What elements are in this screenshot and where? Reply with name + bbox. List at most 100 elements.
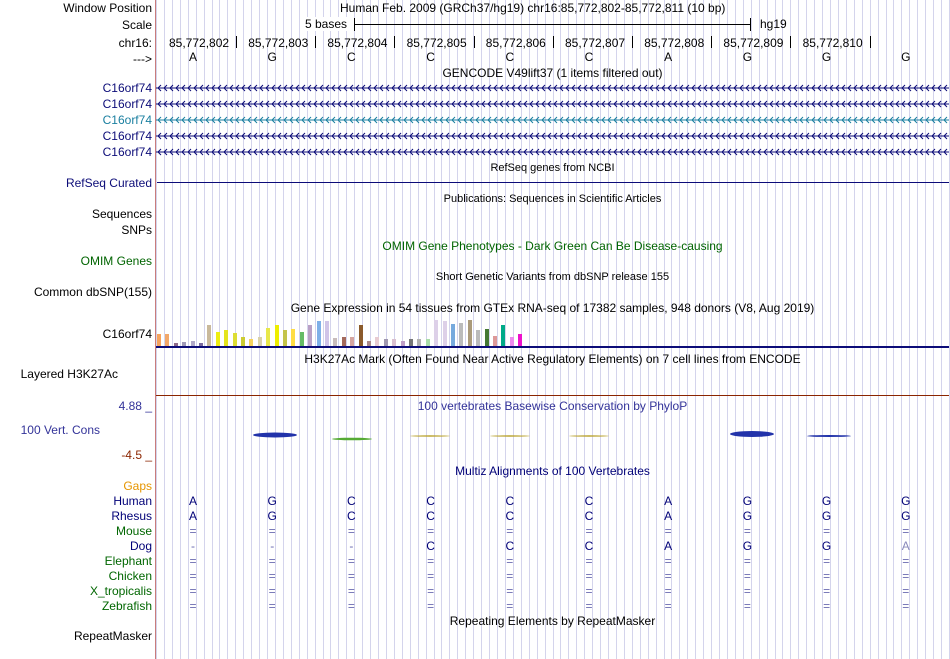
gtex-tissue-bar[interactable] bbox=[400, 341, 405, 346]
gtex-tissue-bar[interactable] bbox=[509, 337, 514, 346]
publications-track-title[interactable]: Publications: Sequences in Scientific Ar… bbox=[443, 193, 662, 205]
ruler-position: 85,772,802 bbox=[169, 36, 230, 50]
gtex-tissue-bar[interactable] bbox=[367, 341, 371, 346]
gtex-tissue-bar[interactable] bbox=[207, 325, 212, 346]
gtex-tissue-bar[interactable] bbox=[484, 329, 489, 346]
gencode-transcript[interactable] bbox=[156, 98, 949, 110]
gencode-transcript[interactable] bbox=[156, 130, 949, 142]
gtex-tissue-bar[interactable] bbox=[157, 334, 161, 346]
omim-track-title[interactable]: OMIM Gene Phenotypes - Dark Green Can Be… bbox=[382, 239, 723, 253]
gencode-transcript[interactable] bbox=[156, 146, 949, 158]
gtex-tissue-bar[interactable] bbox=[173, 343, 178, 346]
omim-label[interactable]: OMIM Genes bbox=[80, 254, 152, 268]
gtex-tissue-bar[interactable] bbox=[467, 320, 472, 346]
strand-arrow bbox=[175, 100, 180, 108]
dbsnp-label[interactable]: Common dbSNP(155) bbox=[33, 285, 152, 299]
gencode-item-label[interactable]: C16orf74 bbox=[102, 97, 152, 111]
h3k27ac-track-title[interactable]: H3K27Ac Mark (Often Found Near Active Re… bbox=[304, 352, 801, 366]
gencode-item-label[interactable]: C16orf74 bbox=[102, 145, 152, 159]
species-label-chicken[interactable]: Chicken bbox=[108, 569, 152, 583]
species-label-dog[interactable]: Dog bbox=[129, 539, 152, 553]
gtex-tissue-bar[interactable] bbox=[308, 325, 313, 346]
gtex-tissue-bar[interactable] bbox=[215, 332, 220, 346]
grid-line bbox=[323, 0, 324, 659]
gtex-tissue-bar[interactable] bbox=[241, 337, 245, 346]
dbsnp-track-title[interactable]: Short Genetic Variants from dbSNP releas… bbox=[435, 271, 670, 283]
gencode-item-label[interactable]: C16orf74 bbox=[102, 113, 152, 127]
strand-arrow bbox=[937, 132, 942, 140]
gtex-tissue-bar[interactable] bbox=[299, 332, 304, 346]
gtex-tissue-bar[interactable] bbox=[442, 321, 447, 346]
species-label-human[interactable]: Human bbox=[113, 494, 152, 508]
gaps-label[interactable]: Gaps bbox=[123, 479, 152, 493]
strand-arrow bbox=[715, 148, 720, 156]
gtex-tissue-bar[interactable] bbox=[266, 328, 271, 346]
gencode-item-label[interactable]: C16orf74 bbox=[102, 81, 152, 95]
refseq-track-title[interactable]: RefSeq genes from NCBI bbox=[490, 162, 615, 174]
strand-arrow bbox=[679, 100, 684, 108]
gencode-item-label[interactable]: C16orf74 bbox=[102, 129, 152, 143]
gtex-tissue-bar[interactable] bbox=[459, 323, 464, 346]
phylop-conservation-logo[interactable] bbox=[156, 422, 949, 452]
gtex-tissue-bar[interactable] bbox=[392, 339, 397, 346]
gtex-tissue-bar[interactable] bbox=[325, 321, 329, 346]
sequences-label[interactable]: Sequences bbox=[91, 207, 152, 221]
gtex-tissue-bar[interactable] bbox=[199, 343, 203, 346]
refseq-gene-line[interactable] bbox=[157, 182, 949, 183]
gtex-tissue-bar[interactable] bbox=[375, 337, 380, 346]
gtex-tissue-bar[interactable] bbox=[434, 320, 439, 346]
gtex-tissue-bar[interactable] bbox=[451, 324, 455, 346]
species-label-mouse[interactable]: Mouse bbox=[115, 524, 152, 538]
refseq-label[interactable]: RefSeq Curated bbox=[65, 176, 152, 190]
strand-arrow bbox=[931, 100, 936, 108]
alignment-base-zebrafish: = bbox=[268, 599, 276, 613]
strand-arrow bbox=[409, 148, 414, 156]
phylop-track-title[interactable]: 100 vertebrates Basewise Conservation by… bbox=[417, 399, 688, 413]
gtex-tissue-bar[interactable] bbox=[350, 337, 355, 346]
strand-arrow bbox=[391, 116, 396, 124]
gtex-tissue-bar[interactable] bbox=[257, 337, 262, 346]
gtex-tissue-bar[interactable] bbox=[165, 334, 170, 346]
gtex-tissue-bar[interactable] bbox=[493, 336, 497, 346]
gtex-tissue-bar[interactable] bbox=[501, 325, 506, 346]
strand-arrow bbox=[679, 84, 684, 92]
gencode-track-title[interactable]: GENCODE V49lift37 (1 items filtered out) bbox=[442, 66, 663, 80]
species-label-rhesus[interactable]: Rhesus bbox=[111, 509, 152, 523]
gtex-bar-chart[interactable] bbox=[156, 318, 536, 346]
gtex-tissue-bar[interactable] bbox=[476, 330, 481, 346]
gtex-tissue-bar[interactable] bbox=[358, 325, 363, 346]
strand-arrow bbox=[487, 84, 492, 92]
cons-label[interactable]: 100 Vert. Cons bbox=[20, 423, 100, 437]
gtex-tissue-bar[interactable] bbox=[274, 325, 279, 346]
species-label-elephant[interactable]: Elephant bbox=[104, 554, 152, 568]
alignment-base-xtropicalis: = bbox=[268, 584, 276, 598]
snps-label[interactable]: SNPs bbox=[121, 223, 152, 237]
gtex-tissue-bar[interactable] bbox=[316, 321, 321, 346]
gtex-track-title[interactable]: Gene Expression in 54 tissues from GTEx … bbox=[290, 301, 815, 315]
h3k27ac-label[interactable]: Layered H3K27Ac bbox=[20, 367, 118, 381]
gtex-tissue-bar[interactable] bbox=[190, 341, 195, 346]
strand-arrow bbox=[553, 84, 558, 92]
repeatmasker-label[interactable]: RepeatMasker bbox=[73, 629, 152, 643]
gencode-transcript[interactable] bbox=[156, 82, 949, 94]
repeatmasker-track-title[interactable]: Repeating Elements by RepeatMasker bbox=[449, 614, 656, 628]
gtex-tissue-bar[interactable] bbox=[291, 329, 296, 346]
species-label-xtropicalis[interactable]: X_tropicalis bbox=[89, 584, 152, 598]
species-label-zebrafish[interactable]: Zebrafish bbox=[101, 599, 152, 613]
gtex-tissue-bar[interactable] bbox=[409, 339, 413, 346]
gtex-tissue-bar[interactable] bbox=[283, 330, 287, 346]
gtex-tissue-bar[interactable] bbox=[518, 334, 523, 346]
gtex-tissue-bar[interactable] bbox=[182, 342, 187, 346]
gtex-tissue-bar[interactable] bbox=[425, 339, 430, 346]
gtex-tissue-bar[interactable] bbox=[341, 337, 346, 346]
gtex-tissue-bar[interactable] bbox=[417, 339, 422, 346]
gtex-tissue-bar[interactable] bbox=[333, 338, 338, 346]
gtex-gene-label[interactable]: C16orf74 bbox=[102, 327, 152, 341]
gencode-transcript[interactable] bbox=[156, 114, 949, 126]
multiz-track-title[interactable]: Multiz Alignments of 100 Vertebrates bbox=[455, 464, 650, 478]
gtex-tissue-bar[interactable] bbox=[232, 333, 237, 346]
gtex-tissue-bar[interactable] bbox=[224, 330, 229, 346]
strand-arrow bbox=[469, 132, 474, 140]
gtex-tissue-bar[interactable] bbox=[383, 339, 388, 346]
gtex-tissue-bar[interactable] bbox=[249, 339, 254, 346]
